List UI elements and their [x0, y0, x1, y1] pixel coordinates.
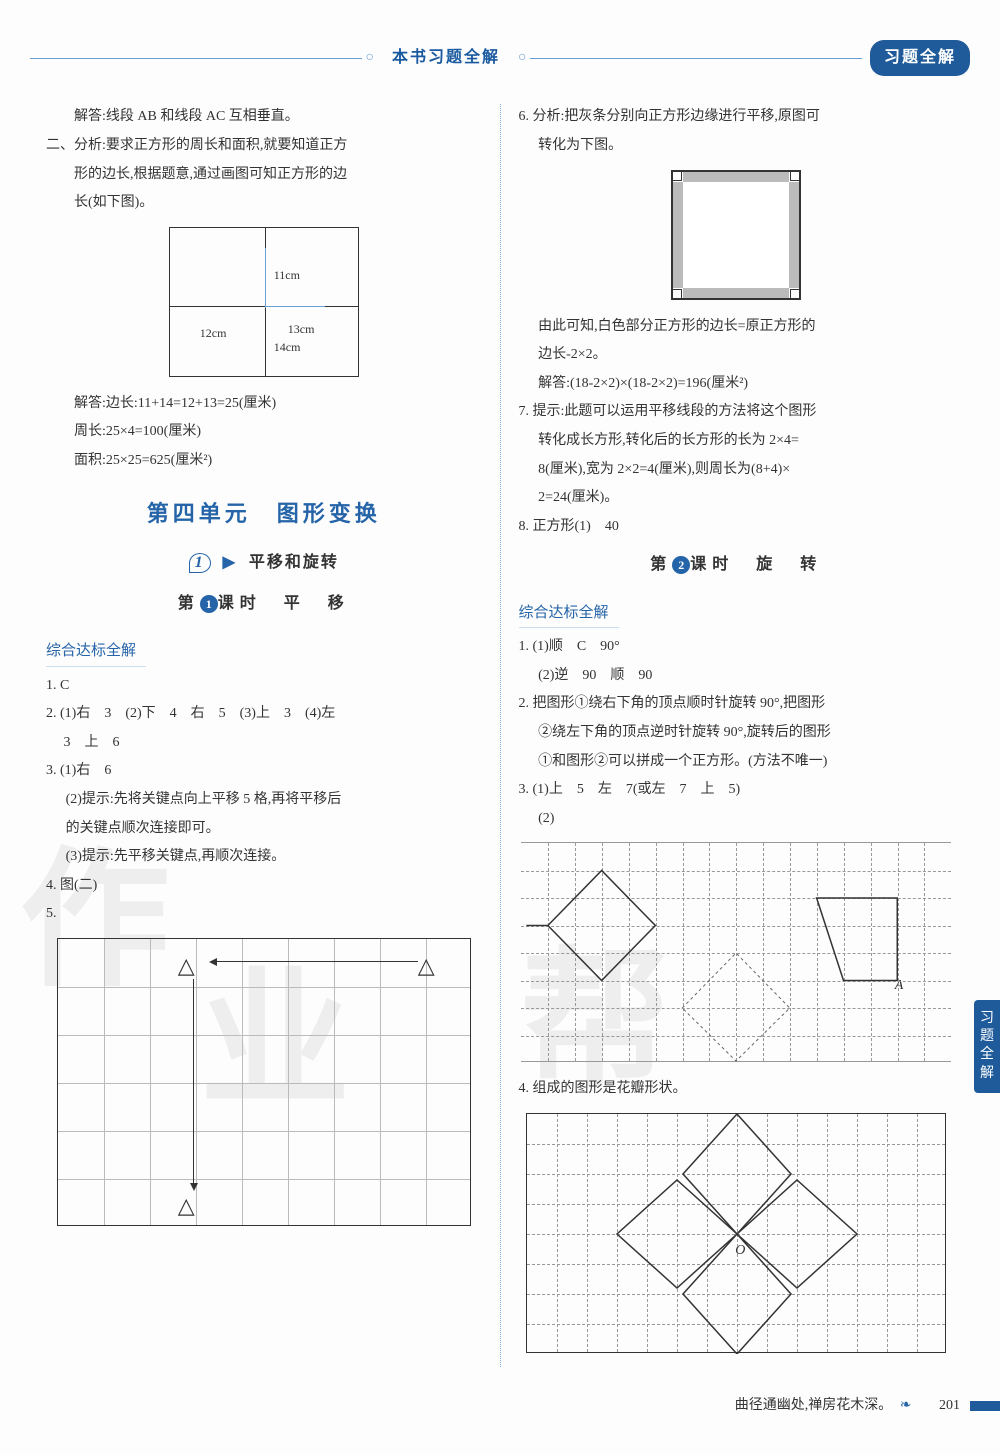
q-item: 7. 提示:此题可以运用平移线段的方法将这个图形	[519, 399, 955, 426]
q-item: 3 上 6	[46, 730, 482, 757]
section-arrow-icon: ▶	[223, 554, 237, 571]
q-item: 1. C	[46, 673, 482, 700]
lesson-prefix: 第	[650, 556, 672, 573]
sub-heading: 综合达标全解	[519, 599, 619, 629]
q-item: 转化成长方形,转化后的长方形的长为 2×4=	[519, 428, 955, 455]
q-item: 2. (1)右 3 (2)下 4 右 5 (3)上 3 (4)左	[46, 701, 482, 728]
dim-label: 11cm	[274, 264, 300, 287]
q-item: 2=24(厘米)。	[519, 485, 955, 512]
left-column: 解答:线段 AB 和线段 AC 互相垂直。 二、分析:要求正方形的周长和面积,就…	[30, 104, 498, 1367]
header-dot: ○	[514, 45, 530, 72]
answer-text: 周长:25×4=100(厘米)	[46, 419, 482, 446]
header-rule	[30, 58, 362, 59]
q-item: 4. 组成的图形是花瓣形状。	[519, 1076, 955, 1103]
lesson-prefix: 第	[178, 595, 200, 612]
side-tab: 习题全解	[974, 1000, 1000, 1093]
q-item: 1. (1)顺 C 90°	[519, 634, 955, 661]
header-title: 本书习题全解	[378, 43, 514, 73]
header-badge: 习题全解	[870, 40, 970, 76]
q-item: (2)	[519, 806, 955, 833]
dim-label: 14cm	[274, 336, 301, 359]
q-item: 4. 图(二)	[46, 873, 482, 900]
lesson-title: 第1课时 平 移	[46, 589, 482, 619]
lesson-suffix: 课时 平 移	[218, 595, 350, 612]
q-item: (2)逆 90 顺 90	[519, 663, 955, 690]
q-item: 6. 分析:把灰条分别向正方形边缘进行平移,原图可	[519, 104, 955, 131]
analysis-text: 二、分析:要求正方形的周长和面积,就要知道正方	[46, 133, 482, 160]
q-item: 解答:(18-2×2)×(18-2×2)=196(厘米²)	[519, 371, 955, 398]
grid-figure-q5: △△△	[46, 938, 482, 1226]
page-footer: 曲径通幽处,禅房花木深。 ❧ 201	[30, 1393, 970, 1420]
answer-text: 面积:25×25=625(厘米²)	[46, 448, 482, 475]
q-item: ②绕左下角的顶点逆时针旋转 90°,旋转后的图形	[519, 720, 955, 747]
q-item: (2)提示:先将关键点向上平移 5 格,再将平移后	[46, 787, 482, 814]
column-divider	[500, 104, 501, 1367]
square-figure: 11cm 12cm 13cm 14cm	[46, 227, 482, 377]
header-dot: ○	[362, 45, 378, 72]
leaf-icon: ❧	[900, 1398, 912, 1413]
header-rule	[530, 58, 862, 59]
lesson-number: 1	[200, 595, 218, 613]
q-item: 2. 把图形①绕右下角的顶点顺时针旋转 90°,把图形	[519, 691, 955, 718]
section-name: 平移和旋转	[249, 554, 339, 571]
tile-square-figure	[519, 170, 955, 300]
q-item: 5.	[46, 901, 482, 928]
lesson-suffix: 课时 旋 转	[690, 556, 822, 573]
q-item: 的关键点顺次连接即可。	[46, 816, 482, 843]
q-item: 8(厘米),宽为 2×2=4(厘米),则周长为(8+4)×	[519, 457, 955, 484]
q-item: 边长-2×2。	[519, 342, 955, 369]
two-column-layout: 解答:线段 AB 和线段 AC 互相垂直。 二、分析:要求正方形的周长和面积,就…	[30, 104, 970, 1367]
footer-quote: 曲径通幽处,禅房花木深。	[735, 1398, 893, 1413]
answer-text: 解答:线段 AB 和线段 AC 互相垂直。	[46, 104, 482, 131]
analysis-text: 长(如下图)。	[46, 190, 482, 217]
page-number: 201	[919, 1393, 970, 1420]
q-item: (3)提示:先平移关键点,再顺次连接。	[46, 844, 482, 871]
q-item: 8. 正方形(1) 40	[519, 514, 955, 541]
sub-heading: 综合达标全解	[46, 637, 146, 667]
page-header: ○ 本书习题全解 ○ 习题全解	[30, 40, 970, 76]
q-item: 由此可知,白色部分正方形的边长=原正方形的	[519, 314, 955, 341]
q-item: 3. (1)上 5 左 7(或左 7 上 5)	[519, 777, 955, 804]
section-title: 1 ▶ 平移和旋转	[46, 548, 482, 578]
analysis-text: 形的边长,根据题意,通过画图可知正方形的边	[46, 162, 482, 189]
grid-figure-r4: O	[519, 1113, 955, 1353]
q-item: ①和图形②可以拼成一个正方形。(方法不唯一)	[519, 749, 955, 776]
lesson-title: 第2课时 旋 转	[519, 550, 955, 580]
unit-title: 第四单元 图形变换	[46, 493, 482, 535]
lesson-number: 2	[672, 556, 690, 574]
right-column: 6. 分析:把灰条分别向正方形边缘进行平移,原图可 转化为下图。 由此可知,白色…	[503, 104, 971, 1367]
q-item: 转化为下图。	[519, 133, 955, 160]
grid-figure-r3: A	[519, 842, 955, 1062]
dim-label: 12cm	[200, 322, 227, 345]
answer-text: 解答:边长:11+14=12+13=25(厘米)	[46, 391, 482, 418]
q-item: 3. (1)右 6	[46, 758, 482, 785]
section-number: 1	[189, 553, 211, 573]
